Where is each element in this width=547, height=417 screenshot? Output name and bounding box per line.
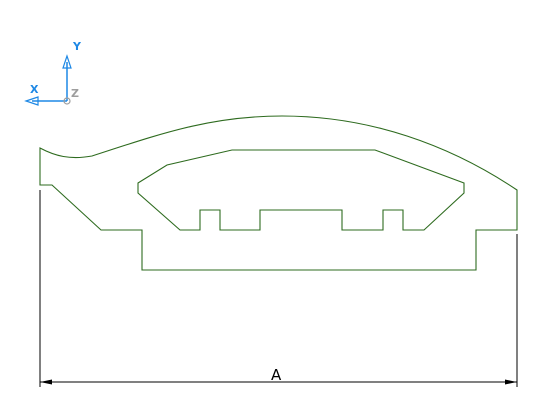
z-axis-origin-icon: [63, 97, 71, 105]
y-axis-arrowhead: [62, 54, 72, 69]
dimension-arrowhead-left: [40, 379, 52, 385]
y-axis-label: Y: [72, 40, 82, 53]
dimension-a: A: [39, 190, 518, 387]
outer-profile-outline: [39, 115, 518, 271]
inner-cavity-outline: [137, 149, 465, 231]
dimension-label: A: [271, 366, 282, 384]
coordinate-triad: Y X Z: [24, 40, 82, 106]
z-axis-label: Z: [71, 87, 79, 100]
x-axis-label: X: [30, 83, 39, 96]
x-axis-arrowhead: [24, 96, 39, 106]
dimension-arrowhead-right: [505, 379, 517, 385]
